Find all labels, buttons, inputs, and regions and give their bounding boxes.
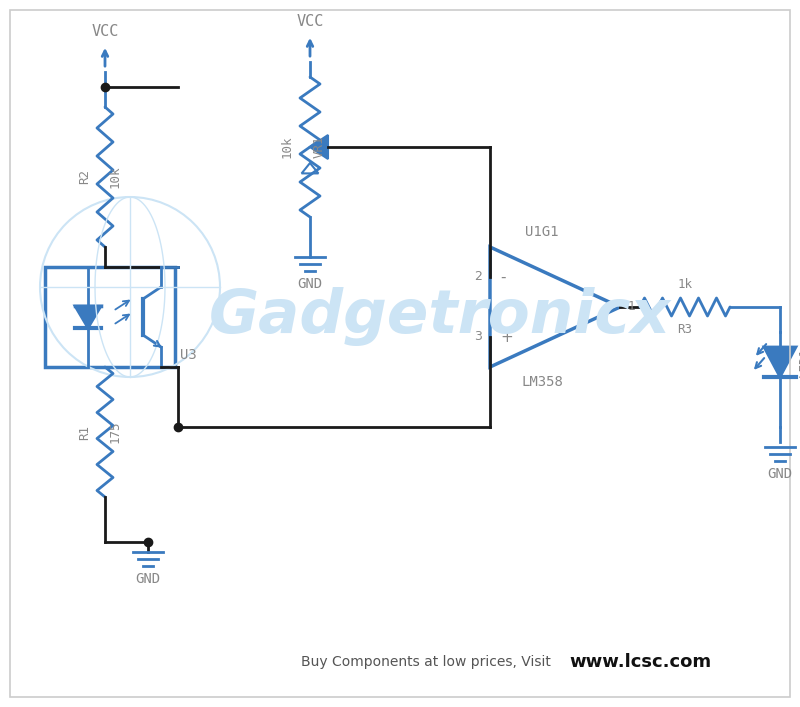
Text: 175: 175 (109, 421, 122, 443)
Text: +: + (500, 329, 513, 344)
Text: 1: 1 (628, 300, 636, 313)
Text: www.lcsc.com: www.lcsc.com (569, 653, 711, 671)
Text: GND: GND (767, 467, 793, 481)
Text: VCC: VCC (91, 24, 118, 39)
Polygon shape (764, 347, 796, 377)
Text: Buy Components at low prices, Visit: Buy Components at low prices, Visit (301, 655, 559, 669)
Text: 1k: 1k (678, 278, 693, 291)
Text: R1: R1 (78, 424, 91, 440)
Bar (45, 267, 175, 367)
Text: GND: GND (135, 572, 161, 586)
Text: U3: U3 (180, 348, 197, 362)
Text: LM358: LM358 (521, 375, 563, 389)
Text: -: - (500, 269, 506, 284)
Polygon shape (310, 135, 328, 159)
Text: VR1: VR1 (313, 136, 326, 158)
Text: 2: 2 (474, 271, 482, 284)
Text: R2: R2 (78, 170, 91, 185)
Text: 3: 3 (474, 330, 482, 344)
Text: 10k: 10k (281, 136, 294, 158)
Text: Gadgetronicx: Gadgetronicx (209, 288, 671, 346)
Polygon shape (75, 306, 101, 328)
Text: VCC: VCC (296, 14, 324, 29)
Text: GND: GND (298, 277, 322, 291)
Text: 10k: 10k (109, 165, 122, 188)
Text: R3: R3 (678, 323, 693, 336)
Text: LED1: LED1 (798, 347, 800, 377)
Text: U1G1: U1G1 (526, 225, 558, 239)
